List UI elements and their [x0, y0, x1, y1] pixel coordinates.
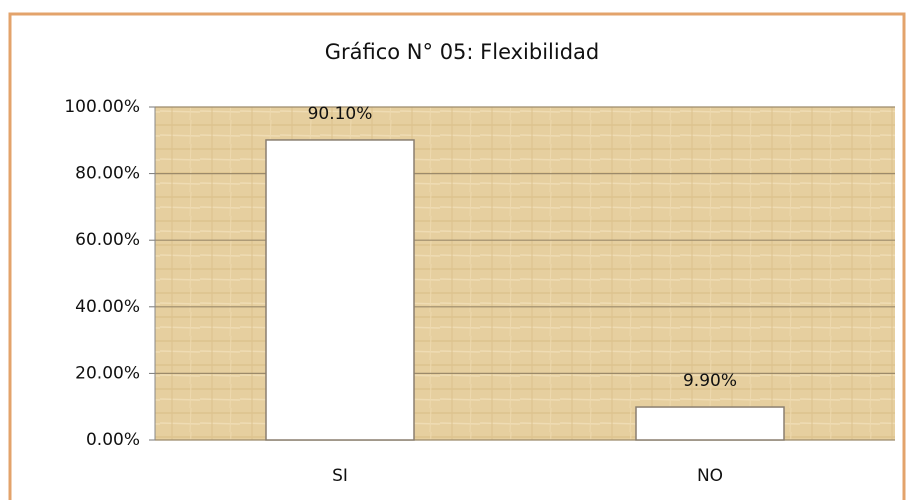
- y-tick-label: 40.00%: [75, 297, 140, 317]
- x-tick-label: NO: [697, 466, 723, 486]
- value-label: 90.10%: [308, 104, 373, 124]
- y-tick-label: 20.00%: [75, 363, 140, 383]
- value-label: 9.90%: [683, 371, 737, 391]
- x-tick-label: SI: [332, 466, 348, 486]
- bar: [635, 406, 785, 441]
- y-tick-label: 60.00%: [75, 230, 140, 250]
- y-tick-label: 100.00%: [64, 97, 140, 117]
- y-tick-label: 80.00%: [75, 164, 140, 184]
- bar: [265, 139, 415, 441]
- y-tick-label: 0.00%: [86, 430, 140, 450]
- chart-title: Gráfico N° 05: Flexibilidad: [325, 40, 600, 64]
